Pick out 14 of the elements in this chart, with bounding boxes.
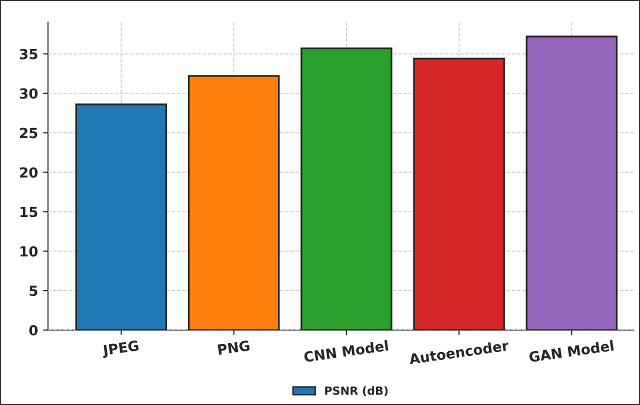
x-tick-label: CNN Model — [304, 340, 388, 362]
y-tick-label: 0 — [29, 325, 38, 336]
x-tick-label: Autoencoder — [408, 340, 510, 364]
y-tick-label: 10 — [20, 246, 38, 257]
x-tick-label: JPEG — [102, 340, 140, 358]
y-tick-label: 5 — [30, 286, 38, 296]
legend-label: PSNR (dB) — [325, 386, 388, 396]
y-tick-label: 30 — [20, 88, 38, 99]
y-tick-label: 25 — [20, 128, 38, 138]
y-tick-label: 35 — [20, 48, 38, 60]
y-tick-label: 20 — [20, 167, 38, 178]
x-tick-label: PNG — [218, 340, 250, 355]
x-tick-label: GAN Model — [528, 340, 614, 362]
y-tick-label: 15 — [20, 206, 38, 218]
